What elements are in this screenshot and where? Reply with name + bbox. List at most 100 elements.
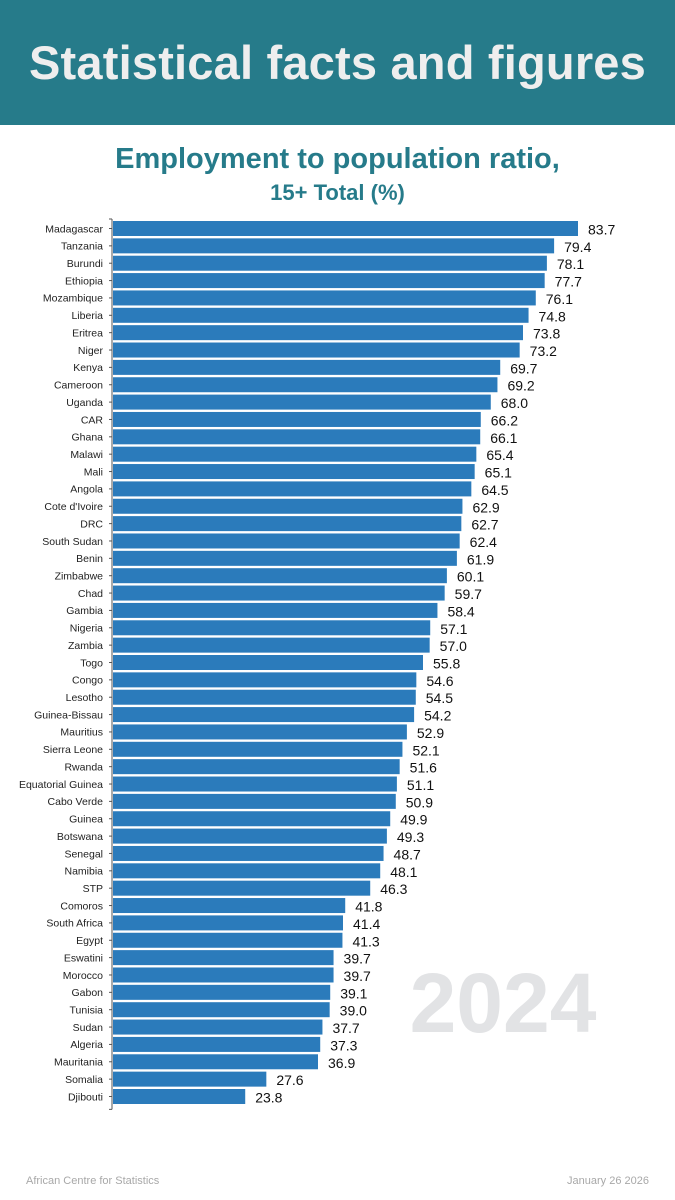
category-label: Comoros	[60, 900, 103, 912]
category-label: Sudan	[73, 1022, 104, 1034]
category-label: Zambia	[68, 640, 103, 652]
category-label: Botswana	[57, 831, 103, 843]
value-label: 50.9	[406, 794, 433, 810]
value-label: 37.7	[332, 1020, 359, 1036]
value-label: 52.1	[412, 742, 439, 758]
category-label: Nigeria	[70, 623, 103, 635]
category-label: Senegal	[64, 848, 103, 860]
value-label: 49.9	[400, 812, 427, 828]
category-label: Mauritania	[54, 1057, 103, 1069]
category-label: Eritrea	[72, 327, 103, 339]
value-label: 68.0	[501, 395, 528, 411]
bar	[113, 863, 381, 879]
bar	[113, 845, 384, 861]
category-label: Kenya	[73, 362, 103, 374]
category-label: Gambia	[66, 605, 103, 617]
bar	[113, 932, 343, 948]
bar	[113, 967, 334, 983]
bar	[113, 655, 423, 670]
value-label: 54.2	[424, 708, 451, 724]
value-label: 48.1	[390, 864, 417, 880]
category-label: Somalia	[65, 1074, 103, 1086]
chart-subtitle: 15+ Total (%)	[270, 180, 405, 205]
category-label: Congo	[72, 675, 103, 687]
category-label: Guinea-Bissau	[34, 709, 103, 721]
category-label: Niger	[78, 345, 104, 357]
category-label: Lesotho	[66, 692, 104, 704]
bar	[113, 1036, 321, 1052]
value-label: 48.7	[394, 846, 421, 862]
header-banner: Statistical facts and figures	[0, 0, 675, 125]
bar-chart: 2024 Madagascar 83.7 Tanzania 79.4 Burundi 78…	[19, 218, 615, 1110]
bar	[113, 359, 501, 375]
category-label: Mozambique	[43, 293, 103, 305]
bar	[113, 898, 346, 914]
bar	[113, 915, 343, 931]
value-label: 73.8	[533, 326, 560, 342]
year-watermark: 2024	[410, 956, 597, 1050]
bar	[113, 741, 403, 757]
bar	[113, 498, 463, 514]
bar	[113, 672, 417, 688]
bar	[113, 637, 430, 653]
value-label: 55.8	[433, 656, 460, 672]
value-label: 66.2	[491, 412, 518, 428]
category-label: Togo	[80, 657, 103, 669]
value-label: 41.8	[355, 899, 382, 915]
bar	[113, 811, 391, 827]
bar	[113, 446, 477, 462]
value-label: 64.5	[481, 482, 508, 498]
category-label: Ethiopia	[65, 275, 103, 287]
bar	[113, 568, 447, 584]
category-label: Zimbabwe	[55, 571, 104, 583]
page-title: Statistical facts and figures	[29, 36, 646, 89]
value-label: 36.9	[328, 1055, 355, 1071]
bar	[113, 1002, 330, 1018]
bar	[113, 307, 529, 323]
category-label: Eswatini	[64, 952, 103, 964]
value-label: 39.1	[340, 985, 367, 1001]
category-label: STP	[83, 883, 103, 895]
value-label: 76.1	[546, 291, 573, 307]
value-label: 69.7	[510, 360, 537, 376]
category-label: Madagascar	[45, 223, 103, 235]
bar	[113, 238, 555, 254]
category-label: Mauritius	[60, 727, 103, 739]
category-label: Sierra Leone	[43, 744, 103, 756]
bar	[113, 464, 475, 480]
value-label: 65.4	[486, 447, 513, 463]
category-label: South Sudan	[42, 536, 103, 548]
bar	[113, 689, 416, 705]
value-label: 66.1	[490, 430, 517, 446]
bar	[113, 550, 457, 566]
bar	[113, 533, 460, 549]
value-label: 37.3	[330, 1037, 357, 1053]
value-label: 65.1	[485, 465, 512, 481]
category-label: Benin	[76, 553, 103, 565]
category-label: Malawi	[70, 449, 103, 461]
category-label: CAR	[81, 414, 104, 426]
bar	[113, 411, 481, 427]
category-label: Ghana	[71, 432, 103, 444]
value-label: 23.8	[255, 1090, 282, 1106]
category-label: Morocco	[63, 970, 103, 982]
bars-layer: Madagascar 83.7 Tanzania 79.4 Burundi 78.1 Eth…	[19, 218, 615, 1110]
value-label: 69.2	[507, 378, 534, 394]
value-label: 57.0	[440, 638, 467, 654]
category-label: Uganda	[66, 397, 103, 409]
category-label: Namibia	[64, 866, 103, 878]
category-label: Liberia	[71, 310, 103, 322]
bar	[113, 620, 431, 636]
value-label: 52.9	[417, 725, 444, 741]
bar	[113, 793, 396, 809]
value-label: 41.4	[353, 916, 380, 932]
bar	[113, 429, 481, 445]
bar	[113, 516, 462, 532]
value-label: 61.9	[467, 551, 494, 567]
value-label: 83.7	[588, 222, 615, 238]
category-label: Algeria	[70, 1039, 103, 1051]
category-label: Tunisia	[70, 1005, 104, 1017]
bar	[113, 394, 491, 410]
chart-title: Employment to population ratio,	[115, 143, 560, 175]
bar	[113, 377, 498, 393]
